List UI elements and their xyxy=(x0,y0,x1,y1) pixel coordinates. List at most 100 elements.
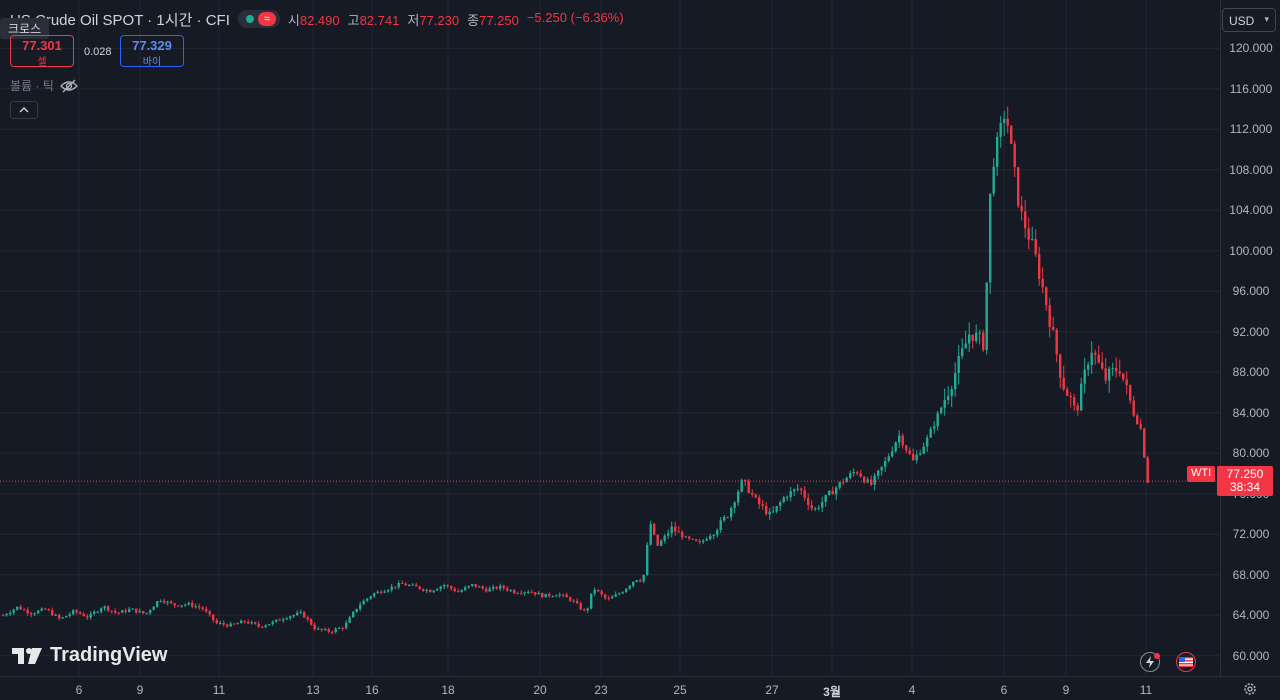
candle-body xyxy=(208,611,211,615)
market-open-dot-icon xyxy=(245,15,254,23)
collapse-legend-button[interactable] xyxy=(10,101,38,119)
candle-body xyxy=(460,590,463,593)
candle-body xyxy=(96,611,99,613)
candle-body xyxy=(212,614,215,621)
candle-body xyxy=(432,590,435,593)
market-status[interactable]: ≈ xyxy=(237,10,280,28)
sell-button[interactable]: 77.301 셀 xyxy=(10,35,74,68)
currency-select[interactable]: USD ▾ xyxy=(1222,8,1276,32)
candle-body xyxy=(555,595,558,597)
candle-body xyxy=(523,592,526,594)
candle-body xyxy=(1139,424,1142,429)
candle-body xyxy=(1066,389,1069,396)
candle-body xyxy=(1125,379,1128,386)
y-tick-label: 92.000 xyxy=(1232,324,1270,339)
candle-body xyxy=(110,610,113,612)
candlestick-chart[interactable] xyxy=(0,0,1220,676)
candle-body xyxy=(600,591,603,595)
chart-header: US Crude Oil SPOT · 1시간 · CFI ≈ 시82.490 … xyxy=(10,9,624,29)
candle-body xyxy=(149,610,152,613)
symbol-title[interactable]: US Crude Oil SPOT · 1시간 · CFI xyxy=(10,11,230,29)
candle-body xyxy=(250,622,253,624)
hide-eye-icon[interactable] xyxy=(59,79,78,93)
last-price-tag: 77.250 38:34 xyxy=(1217,466,1273,496)
candle-body xyxy=(810,504,813,509)
chevron-up-icon xyxy=(19,107,29,113)
volume-indicator[interactable]: 볼륨 · 틱 xyxy=(10,77,78,94)
candle-body xyxy=(803,490,806,498)
y-tick-label: 108.000 xyxy=(1229,162,1273,177)
candle-body xyxy=(985,282,988,350)
candle-body xyxy=(387,589,390,592)
candle-body xyxy=(142,611,145,614)
candle-body xyxy=(880,466,883,471)
candle-body xyxy=(887,456,890,462)
candle-body xyxy=(765,505,768,515)
candle-body xyxy=(135,608,138,613)
candle-body xyxy=(33,613,36,615)
chart-area[interactable] xyxy=(0,0,1220,676)
time-axis[interactable]: 6 9 11 13 16 18 20 23 25 27 3월 4 6 9 11 xyxy=(0,676,1280,699)
candle-body xyxy=(320,628,323,630)
candle-body xyxy=(474,584,477,587)
candle-body xyxy=(418,586,421,589)
candle-body xyxy=(618,593,621,595)
candle-body xyxy=(394,586,397,588)
candle-body xyxy=(58,614,61,619)
candle-body xyxy=(842,482,845,484)
candle-body xyxy=(401,583,404,585)
candle-body xyxy=(674,526,677,532)
candle-body xyxy=(607,597,610,599)
x-tick-label: 3월 xyxy=(823,685,841,699)
candle-body xyxy=(863,476,866,483)
candle-body xyxy=(23,609,26,611)
gear-icon[interactable] xyxy=(1243,682,1257,696)
tradingview-logo[interactable]: TradingView xyxy=(12,644,167,667)
candle-body xyxy=(996,136,999,167)
candle-body xyxy=(999,123,1002,137)
candle-body xyxy=(611,596,614,599)
candle-body xyxy=(1143,428,1146,458)
candle-body xyxy=(922,446,925,454)
candle-body xyxy=(772,511,775,513)
candle-body xyxy=(520,593,523,595)
y-tick-label: 100.000 xyxy=(1229,243,1273,258)
candle-body xyxy=(968,334,971,344)
candle-body xyxy=(744,479,747,482)
candle-body xyxy=(989,193,992,283)
candle-body xyxy=(1132,400,1135,416)
candle-body xyxy=(1136,415,1139,425)
candle-body xyxy=(740,479,743,492)
candle-body xyxy=(695,539,698,541)
candle-body xyxy=(1031,238,1034,240)
candle-body xyxy=(824,494,827,502)
candle-body xyxy=(733,502,736,508)
candle-body xyxy=(754,494,757,498)
candle-body xyxy=(789,491,792,498)
candle-body xyxy=(506,588,509,591)
alert-button[interactable] xyxy=(1140,652,1160,672)
candle-body xyxy=(313,624,316,630)
tradingview-logo-icon xyxy=(12,647,42,664)
us-market-button[interactable] xyxy=(1176,652,1196,672)
candle-body xyxy=(268,624,271,626)
candle-body xyxy=(5,614,8,616)
x-tick-label: 25 xyxy=(673,683,687,697)
candle-body xyxy=(1108,368,1111,381)
candle-body xyxy=(107,606,110,611)
candle-body xyxy=(628,585,631,589)
candle-body xyxy=(649,524,652,545)
candle-body xyxy=(366,598,369,601)
candle-body xyxy=(261,626,264,628)
candle-body xyxy=(684,536,687,538)
price-scale[interactable]: 60.00064.00068.00072.00076.00080.00084.0… xyxy=(1220,0,1280,676)
candle-body xyxy=(849,473,852,479)
y-tick-label: 88.000 xyxy=(1232,365,1270,380)
buy-button[interactable]: 77.329 바이 xyxy=(120,35,184,68)
candle-body xyxy=(285,618,288,620)
candle-body xyxy=(1111,367,1114,369)
candle-body xyxy=(838,482,841,488)
candle-body xyxy=(901,435,904,446)
spread-value: 0.028 xyxy=(84,46,112,58)
candle-body xyxy=(1003,118,1006,124)
